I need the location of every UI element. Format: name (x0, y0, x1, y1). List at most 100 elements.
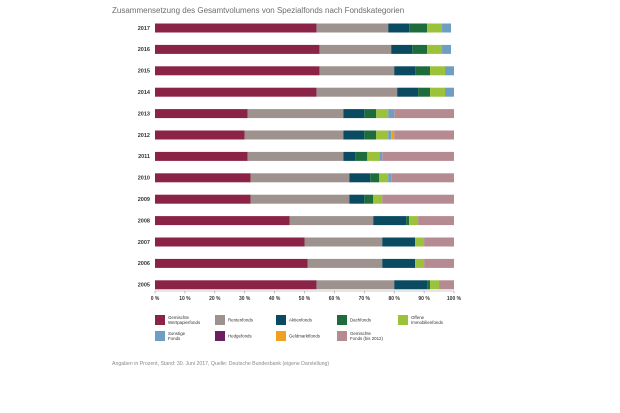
bar-segment (250, 194, 350, 204)
bar-segment (394, 109, 454, 119)
bar-segment (439, 280, 454, 290)
bar-segment (155, 44, 320, 54)
legend-swatch (155, 315, 165, 325)
legend: Gemischte Wertpapierfonds Rentenfonds Aktie… (155, 315, 444, 341)
x-tick-label: 20 % (209, 296, 221, 302)
legend-swatch (215, 331, 225, 341)
bar-segment (445, 66, 454, 76)
bar-segment (155, 237, 305, 247)
bar-segment (427, 44, 443, 54)
bar-segment (391, 44, 413, 54)
bar-segment (397, 87, 419, 97)
bar-segment (250, 173, 350, 183)
legend-label: Rentenfonds (228, 318, 254, 323)
bar-segment (349, 173, 371, 183)
year-label: 2008 (138, 218, 150, 224)
legend-swatch (215, 315, 225, 325)
bar-segment (155, 258, 308, 268)
bar-segment (373, 216, 407, 226)
bar-segment (418, 87, 431, 97)
bars-layer: 2017 2016 2015 2014 2013 2012 2011 2010 2009 2008… (138, 23, 454, 290)
bar-segment (394, 130, 454, 140)
year-label: 2011 (138, 154, 150, 160)
year-label: 2014 (138, 90, 151, 96)
year-label: 2005 (138, 283, 150, 289)
bar-segment (415, 237, 425, 247)
bar-segment (244, 130, 344, 140)
x-tick-label: 0 % (151, 296, 160, 302)
bar-segment (418, 216, 454, 226)
bar-segment (373, 194, 383, 204)
bar-segment (349, 194, 365, 204)
x-tick-label: 90 % (418, 296, 430, 302)
bar-segment (355, 151, 368, 161)
bar-segment (382, 258, 416, 268)
x-tick-label: 50 % (299, 296, 311, 302)
legend-swatch (398, 315, 408, 325)
x-tick-label: 30 % (239, 296, 251, 302)
legend-label: Geldmarktfonds (289, 334, 321, 339)
year-label: 2006 (138, 261, 150, 267)
year-label: 2015 (138, 69, 150, 75)
bar-segment (445, 87, 454, 97)
bar-segment (155, 66, 320, 76)
x-axis: 0 % 10 % 20 % 30 % 40 % 50 % 60 % 70 % 80 % 90 % 1… (151, 290, 462, 302)
bar-segment (409, 23, 428, 33)
bar-segment (316, 23, 389, 33)
bar-segment (155, 87, 317, 97)
bar-segment (247, 151, 344, 161)
bar-segment (307, 258, 383, 268)
bar-segment (155, 130, 245, 140)
legend-label: Dachfonds (350, 318, 372, 323)
bar-segment (382, 151, 454, 161)
legend-label: Gemischte Wertpapierfonds (168, 315, 201, 325)
bar-segment (427, 23, 443, 33)
source-note: Angaben in Prozent, Stand: 30. Juni 2017… (112, 361, 330, 367)
bar-segment (364, 130, 377, 140)
legend-label: Aktienfonds (289, 318, 313, 323)
bar-segment (430, 280, 440, 290)
legend-label: Sonstige Fonds (168, 331, 186, 341)
legend-swatch (276, 331, 286, 341)
bar-segment (343, 130, 365, 140)
bar-segment (430, 66, 446, 76)
bar-segment (155, 173, 251, 183)
legend-label: Hedgefonds (228, 334, 252, 339)
bar-segment (388, 109, 395, 119)
bar-segment (155, 280, 317, 290)
bar-segment (155, 151, 248, 161)
bar-segment (155, 194, 251, 204)
legend-label: Gemischte Fonds (bis 2012) (350, 331, 383, 341)
bar-segment (319, 66, 395, 76)
legend-swatch (337, 331, 347, 341)
bar-segment (382, 194, 454, 204)
x-tick-label: 40 % (269, 296, 281, 302)
legend-swatch (155, 331, 165, 341)
bar-segment (370, 173, 380, 183)
legend-label: Offene Immobilienfonds (411, 315, 444, 325)
bar-segment (430, 87, 446, 97)
bar-segment (343, 151, 356, 161)
legend-swatch (337, 315, 347, 325)
bar-segment (316, 280, 395, 290)
year-label: 2009 (138, 197, 150, 203)
bar-segment (424, 258, 454, 268)
year-label: 2007 (138, 240, 150, 246)
bar-segment (155, 23, 317, 33)
year-label: 2016 (138, 47, 150, 53)
year-label: 2013 (138, 111, 150, 117)
bar-segment (379, 151, 383, 161)
bar-segment (364, 109, 377, 119)
bar-segment (415, 66, 431, 76)
bar-segment (289, 216, 374, 226)
year-label: 2012 (138, 133, 150, 139)
x-tick-label: 70 % (359, 296, 371, 302)
legend-swatch (276, 315, 286, 325)
bar-segment (424, 237, 454, 247)
bar-segment (155, 109, 248, 119)
year-label: 2017 (138, 26, 150, 32)
bar-segment (376, 109, 389, 119)
bar-segment (388, 130, 392, 140)
bar-segment (412, 44, 428, 54)
